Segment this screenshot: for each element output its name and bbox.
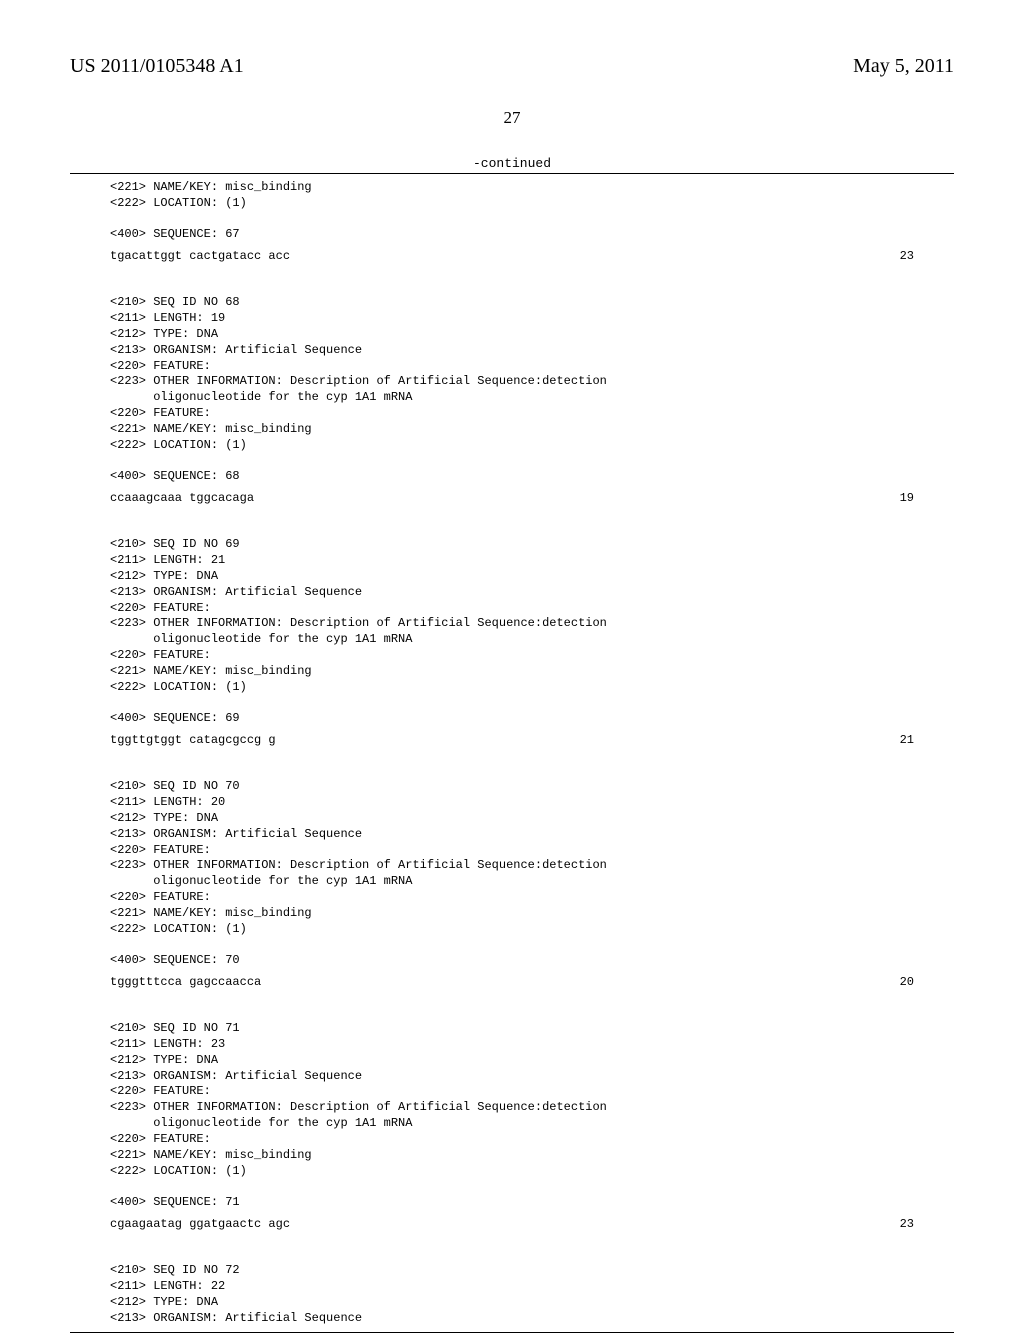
sequence-row: cgaagaatag ggatgaactc agc 23 — [70, 1217, 954, 1231]
top-divider — [70, 173, 954, 174]
publication-number: US 2011/0105348 A1 — [70, 55, 244, 78]
sequence-length: 23 — [900, 1217, 914, 1231]
sequence-length: 23 — [900, 249, 914, 263]
sequence-row: ccaaagcaaa tggcacaga 19 — [70, 491, 954, 505]
sequence-text: cgaagaatag ggatgaactc agc — [110, 1217, 290, 1231]
sequence-text: tggttgtggt catagcgccg g — [110, 733, 276, 747]
page-header: US 2011/0105348 A1 May 5, 2011 — [70, 55, 954, 78]
sequence-row: tggttgtggt catagcgccg g 21 — [70, 733, 954, 747]
sequence-metadata: <210> SEQ ID NO 72 <211> LENGTH: 22 <212… — [70, 1263, 954, 1326]
sequence-text: ccaaagcaaa tggcacaga — [110, 491, 254, 505]
sequence-text: tgacattggt cactgatacc acc — [110, 249, 290, 263]
sequence-length: 20 — [900, 975, 914, 989]
page-number: 27 — [70, 108, 954, 128]
publication-date: May 5, 2011 — [853, 55, 954, 78]
spacer — [70, 1237, 954, 1263]
sequence-row: tgacattggt cactgatacc acc 23 — [70, 249, 954, 263]
sequence-metadata: <210> SEQ ID NO 71 <211> LENGTH: 23 <212… — [70, 1021, 954, 1211]
spacer — [70, 753, 954, 779]
sequence-metadata: <210> SEQ ID NO 68 <211> LENGTH: 19 <212… — [70, 295, 954, 485]
spacer — [70, 995, 954, 1021]
page: US 2011/0105348 A1 May 5, 2011 27 -conti… — [0, 0, 1024, 1320]
sequence-length: 21 — [900, 733, 914, 747]
sequence-row: tgggtttcca gagccaacca 20 — [70, 975, 954, 989]
sequence-length: 19 — [900, 491, 914, 505]
sequence-metadata: <210> SEQ ID NO 70 <211> LENGTH: 20 <212… — [70, 779, 954, 969]
sequence-listing: <221> NAME/KEY: misc_binding <222> LOCAT… — [70, 180, 954, 1326]
sequence-text: tgggtttcca gagccaacca — [110, 975, 261, 989]
sequence-metadata: <221> NAME/KEY: misc_binding <222> LOCAT… — [70, 180, 954, 243]
sequence-metadata: <210> SEQ ID NO 69 <211> LENGTH: 21 <212… — [70, 537, 954, 727]
continued-label: -continued — [70, 156, 954, 171]
spacer — [70, 269, 954, 295]
spacer — [70, 511, 954, 537]
